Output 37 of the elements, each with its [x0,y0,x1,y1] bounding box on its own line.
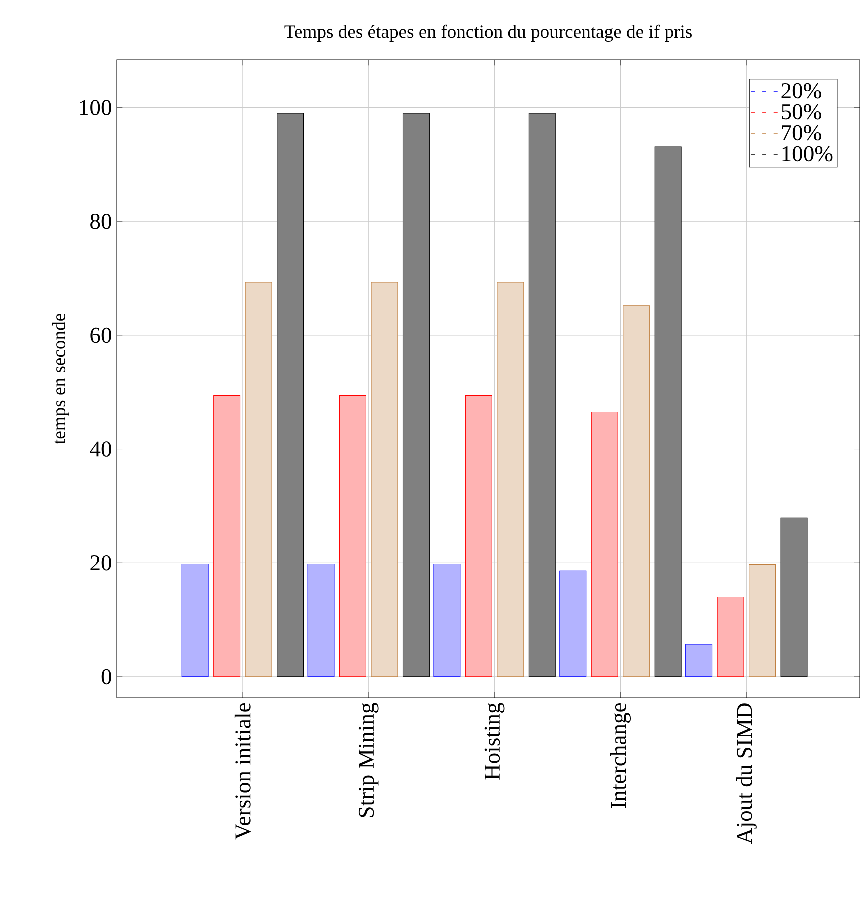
legend-label: 50% [782,104,822,120]
y-tick-label: 80 [90,214,112,230]
y-tick-label: 20 [90,555,112,571]
bar [560,570,587,678]
bar [686,644,713,678]
bar [214,396,241,678]
legend-label: 20% [782,83,822,99]
bar [591,412,618,678]
bar [780,518,808,678]
bar [497,282,524,678]
y-tick-label: 100 [80,100,112,116]
bar [245,282,272,678]
bar [371,282,398,678]
bar [277,113,304,678]
y-tick-label: 60 [90,328,112,344]
bar [434,564,461,678]
bar [182,564,209,678]
y-axis-title: temps en seconde [52,314,70,444]
bar [749,564,776,678]
bar [465,396,492,678]
bar [308,564,335,678]
x-tick-label: Interchange [610,703,632,808]
legend-label: 70% [782,125,822,141]
y-tick-label: 40 [90,442,112,457]
bar [340,396,366,678]
legend-label: 100% [782,146,833,162]
bar [623,306,650,678]
x-tick-label: Hoisting [484,703,505,780]
x-tick-label: Strip Mining [358,703,379,818]
bar [654,146,682,678]
bar [717,596,744,678]
y-tick-label: 0 [102,669,112,685]
bar [402,113,430,678]
bar [528,113,556,678]
x-tick-label: Ajout du SIMD [736,704,757,844]
x-tick-label: Version initiale [234,703,251,840]
chart-title: Temps des étapes en fonction du pourcentage de if pris [284,24,692,42]
